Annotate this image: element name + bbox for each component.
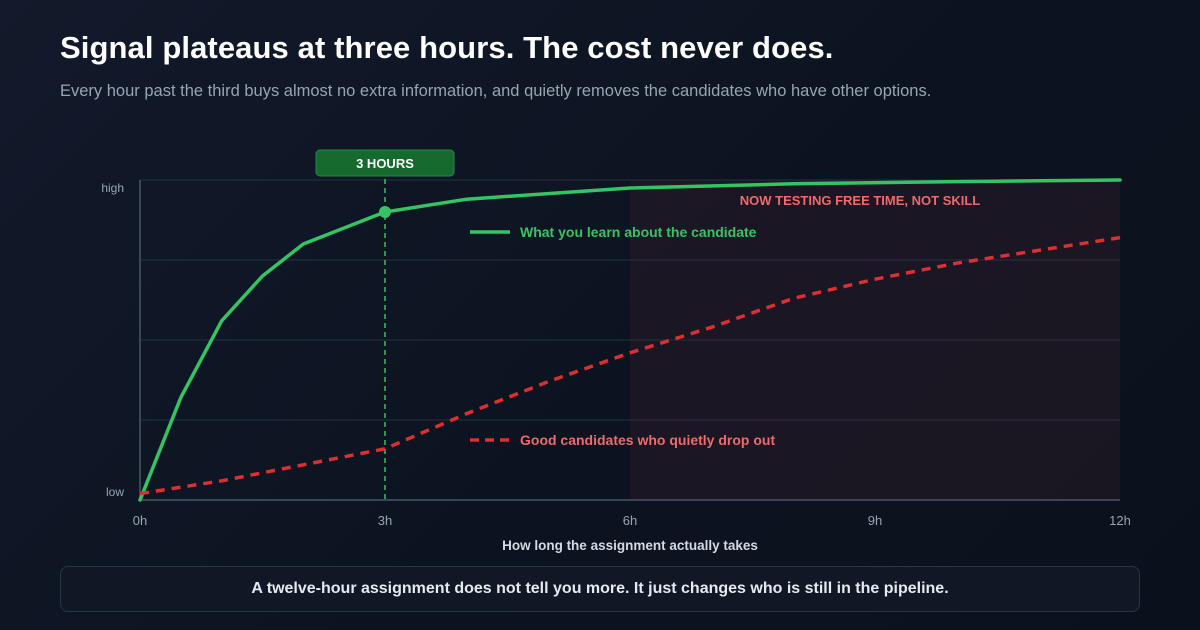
takeaway-text: A twelve-hour assignment does not tell y… bbox=[251, 580, 949, 597]
x-tick-label: 6h bbox=[623, 513, 637, 528]
x-tick-label: 3h bbox=[378, 513, 392, 528]
three-hour-label-background bbox=[315, 149, 455, 177]
legend-label: What you learn about the candidate bbox=[520, 224, 757, 240]
x-tick-label: 0h bbox=[133, 513, 147, 528]
series-line-dropout bbox=[139, 235, 1121, 496]
three-hour-label: 3 HOURS bbox=[315, 149, 455, 177]
series-group bbox=[138, 178, 1122, 502]
takeaway-callout: A twelve-hour assignment does not tell y… bbox=[60, 566, 1140, 612]
axis-ticks: 0h 3h 6h 9h 12h low high bbox=[101, 181, 1131, 528]
three-hour-label-text: 3 HOURS bbox=[356, 156, 414, 171]
y-tick-label: high bbox=[101, 181, 124, 195]
y-tick-label: low bbox=[106, 485, 124, 499]
chart-subtitle: Every hour past the third buys almost no… bbox=[60, 82, 932, 100]
x-tick-label: 12h bbox=[1109, 513, 1131, 528]
chart-title: Signal plateaus at three hours. The cost… bbox=[60, 30, 834, 65]
x-axis-label: How long the assignment actually takes bbox=[502, 538, 758, 553]
legend: What you learn about the candidate Good c… bbox=[470, 224, 775, 448]
legend-label: Good candidates who quietly drop out bbox=[520, 432, 775, 448]
shaded-region-label: NOW TESTING FREE TIME, NOT SKILL bbox=[740, 193, 981, 208]
x-tick-label: 9h bbox=[868, 513, 882, 528]
three-hour-point bbox=[379, 206, 391, 218]
